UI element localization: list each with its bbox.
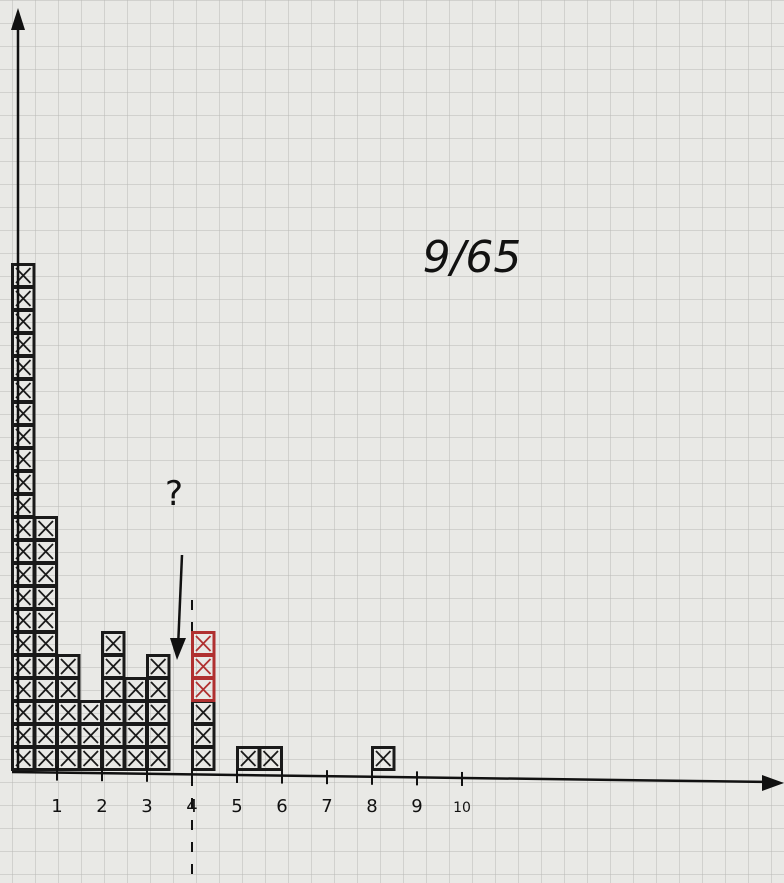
bar <box>57 655 80 770</box>
page: {"chart_data": {"type": "histogram", "an… <box>0 0 784 883</box>
bar <box>147 655 170 770</box>
bar <box>192 701 215 770</box>
bar <box>237 747 260 770</box>
bar <box>80 701 103 770</box>
bar <box>35 517 58 770</box>
x-tick-label: 10 <box>453 800 471 816</box>
x-tick-label: 6 <box>276 796 287 817</box>
chart: ? 9/65 1 2 3 4 5 6 7 8 9 10 <box>0 0 784 883</box>
bar <box>260 747 283 770</box>
bar <box>372 747 395 770</box>
bar <box>12 264 35 770</box>
x-tick-label: 5 <box>231 796 242 817</box>
x-tick-label: 2 <box>96 796 107 817</box>
bar <box>125 678 148 770</box>
x-tick-label: 9 <box>411 796 422 817</box>
x-tick-label: 1 <box>51 796 62 817</box>
bar <box>102 632 125 770</box>
question-mark: ? <box>165 474 183 514</box>
x-tick-label: 7 <box>321 796 332 817</box>
x-tick-label: 3 <box>141 796 152 817</box>
x-tick-label: 8 <box>366 796 377 817</box>
bar <box>192 632 215 701</box>
x-tick-label: 4 <box>186 796 197 817</box>
fraction-note: 9/65 <box>423 232 522 283</box>
